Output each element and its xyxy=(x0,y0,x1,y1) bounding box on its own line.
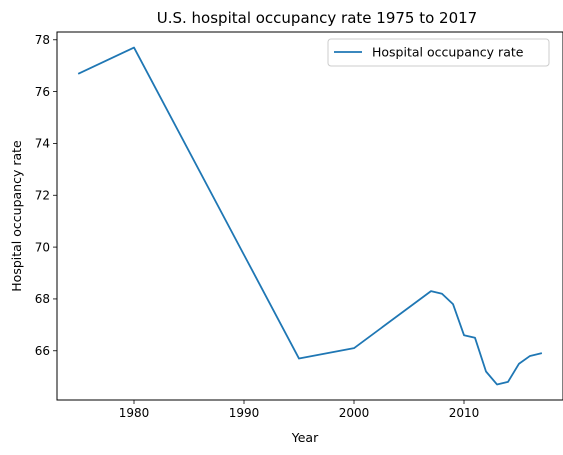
x-tick-label: 1980 xyxy=(119,406,150,420)
y-tick-label: 66 xyxy=(35,344,50,358)
x-tick-label: 2010 xyxy=(449,406,480,420)
series-layer xyxy=(77,46,543,386)
series-line-0 xyxy=(77,46,543,386)
legend-box xyxy=(327,38,550,67)
y-tick-label: 76 xyxy=(35,85,50,99)
y-tick-label: 68 xyxy=(35,292,50,306)
y-tick-label: 78 xyxy=(35,33,50,47)
legend: Hospital occupancy rate xyxy=(327,38,550,67)
x-tick-label: 2000 xyxy=(339,406,370,420)
y-tick-label: 70 xyxy=(35,240,50,254)
x-axis-label: Year xyxy=(291,430,319,445)
plot-area-frame xyxy=(56,31,563,401)
chart-title: U.S. hospital occupancy rate 1975 to 201… xyxy=(157,9,477,27)
x-tick-label: 1990 xyxy=(229,406,260,420)
y-axis-label: Hospital occupancy rate xyxy=(9,140,24,292)
legend-label: Hospital occupancy rate xyxy=(372,45,524,60)
x-axis-ticks: 1980 1990 2000 2010 xyxy=(119,400,480,420)
y-tick-label: 74 xyxy=(35,137,50,151)
y-tick-label: 72 xyxy=(35,189,50,203)
y-axis-ticks: 66 68 70 72 74 76 78 xyxy=(35,33,57,358)
